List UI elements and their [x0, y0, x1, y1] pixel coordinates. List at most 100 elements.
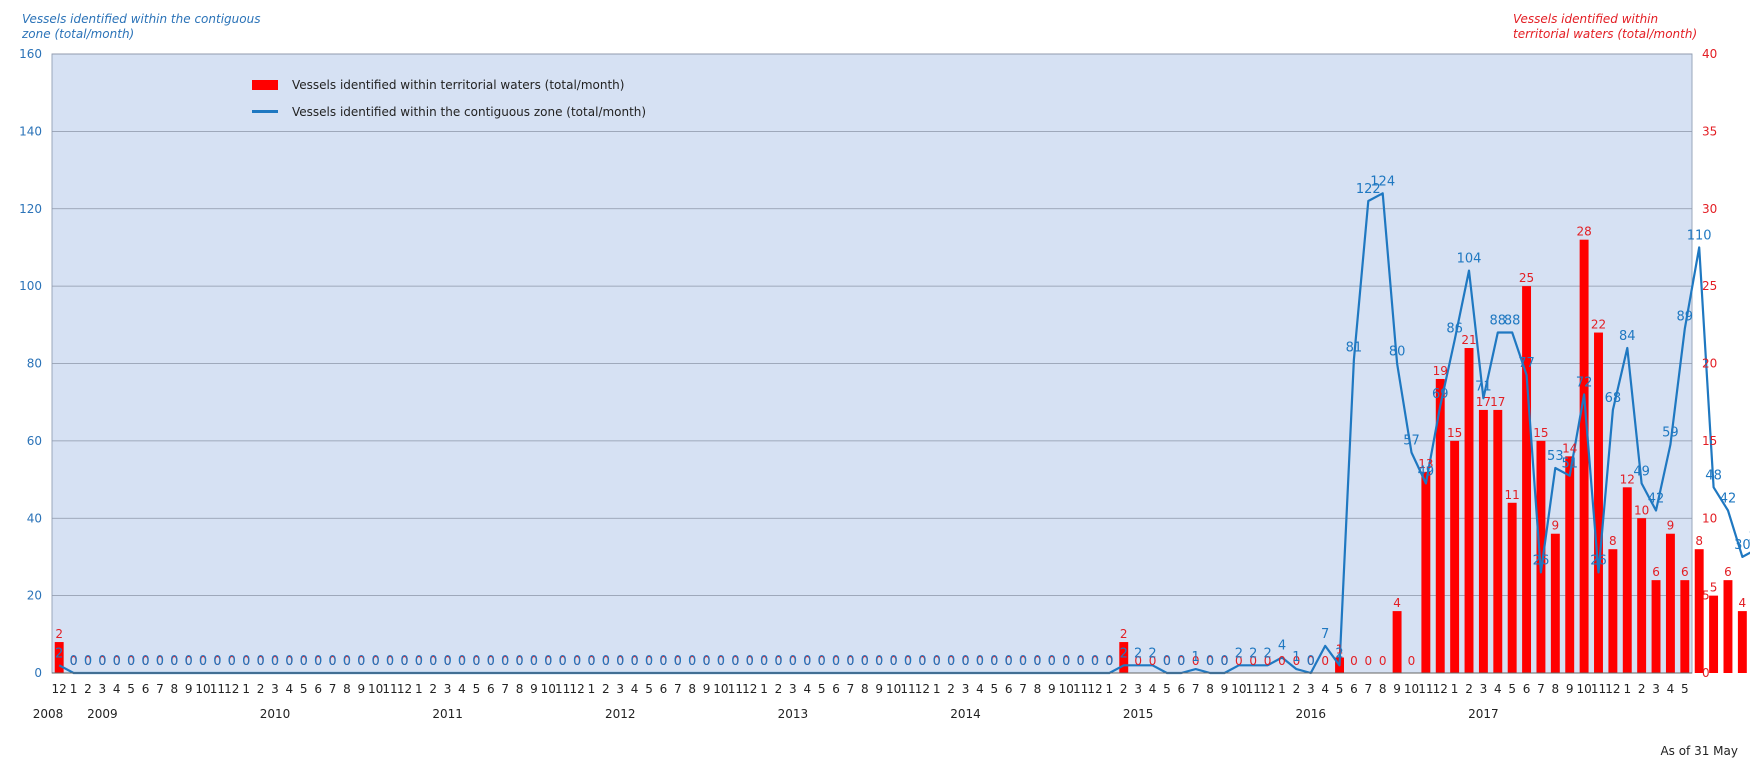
line-value-label: 69 — [1432, 387, 1449, 402]
month-tick-label: 12 — [1087, 682, 1102, 696]
line-value-label: 122 — [1356, 182, 1381, 197]
bar-value-label: 0 — [1192, 654, 1200, 668]
bar-value-label: 0 — [530, 654, 538, 668]
line-value-label: 0 — [717, 654, 725, 669]
line-value-label: 0 — [774, 654, 782, 669]
month-tick-label: 9 — [530, 682, 538, 696]
line-value-label: 0 — [731, 654, 739, 669]
month-tick-label: 4 — [631, 682, 639, 696]
month-tick-label: 3 — [616, 682, 624, 696]
month-tick-label: 1 — [1278, 682, 1286, 696]
month-tick-label: 11 — [728, 682, 743, 696]
bar-value-label: 0 — [674, 654, 682, 668]
month-tick-label: 3 — [1480, 682, 1488, 696]
bar-value-label: 0 — [746, 654, 754, 668]
line-value-label: 0 — [1091, 654, 1099, 669]
line-value-label: 0 — [429, 654, 437, 669]
right-axis-tick-label: 25 — [1702, 279, 1717, 293]
bar-value-label: 0 — [1077, 654, 1085, 668]
month-tick-label: 6 — [142, 682, 150, 696]
month-tick-label: 5 — [1681, 682, 1689, 696]
left-axis-tick-label: 80 — [27, 357, 42, 371]
line-value-label: 0 — [933, 654, 941, 669]
line-value-label: 0 — [818, 654, 826, 669]
line-value-label: 0 — [559, 654, 567, 669]
bar-value-label: 6 — [1724, 565, 1732, 579]
bar-value-label: 0 — [429, 654, 437, 668]
month-tick-label: 12 — [52, 682, 67, 696]
bar — [1435, 378, 1445, 673]
line-value-label: 48 — [1705, 468, 1722, 483]
bar-value-label: 0 — [501, 654, 509, 668]
bar-value-label: 0 — [760, 654, 768, 668]
line-value-label: 0 — [789, 654, 797, 669]
month-tick-label: 11 — [1418, 682, 1433, 696]
month-tick-label: 7 — [847, 682, 855, 696]
line-value-label: 0 — [1033, 654, 1041, 669]
month-tick-label: 8 — [343, 682, 351, 696]
bar-value-label: 13 — [1418, 457, 1433, 471]
bar-value-label: 0 — [1221, 654, 1229, 668]
month-tick-label: 10 — [1231, 682, 1246, 696]
bar-value-label: 0 — [1264, 654, 1272, 668]
right-axis-tick-label: 20 — [1702, 357, 1717, 371]
bar-value-label: 0 — [1206, 654, 1214, 668]
line-value-label: 0 — [803, 654, 811, 669]
month-tick-label: 7 — [1537, 682, 1545, 696]
bar-value-label: 0 — [99, 654, 107, 668]
month-tick-label: 2 — [257, 682, 265, 696]
bar-value-label: 0 — [1163, 654, 1171, 668]
line-value-label: 72 — [1576, 375, 1593, 390]
month-tick-label: 9 — [1393, 682, 1401, 696]
bar-value-label: 0 — [933, 654, 941, 668]
month-tick-label: 11 — [1591, 682, 1606, 696]
bar-value-label: 0 — [242, 654, 250, 668]
bar-value-label: 0 — [142, 654, 150, 668]
line-value-label: 26 — [1590, 553, 1607, 568]
left-axis-tick-label: 120 — [19, 202, 42, 216]
line-value-label: 0 — [918, 654, 926, 669]
year-tick-label: 2009 — [87, 707, 118, 721]
line-value-label: 57 — [1403, 433, 1420, 448]
line-value-label: 32 — [1748, 530, 1750, 545]
line-value-label: 0 — [372, 654, 380, 669]
right-axis-tick-label: 5 — [1702, 589, 1710, 603]
bar-value-label: 0 — [976, 654, 984, 668]
line-value-label: 1 — [1292, 650, 1300, 665]
bar-value-label: 0 — [257, 654, 265, 668]
bar-value-label: 17 — [1490, 395, 1505, 409]
line-value-label: 0 — [688, 654, 696, 669]
line-value-label: 0 — [530, 654, 538, 669]
month-tick-label: 2 — [1293, 682, 1301, 696]
line-value-label: 0 — [990, 654, 998, 669]
line-value-label: 0 — [314, 654, 322, 669]
line-value-label: 2 — [1249, 646, 1257, 661]
bar — [54, 642, 64, 673]
month-tick-label: 12 — [397, 682, 412, 696]
month-tick-label: 8 — [1552, 682, 1560, 696]
bar-value-label: 0 — [401, 654, 409, 668]
line-value-label: 0 — [472, 654, 480, 669]
bar — [1579, 239, 1589, 673]
month-tick-label: 5 — [1336, 682, 1344, 696]
month-tick-label: 3 — [962, 682, 970, 696]
bar-value-label: 0 — [544, 654, 552, 668]
bar — [1493, 409, 1503, 673]
month-tick-label: 10 — [1404, 682, 1419, 696]
right-axis-tick-label: 15 — [1702, 434, 1717, 448]
bar-series — [54, 239, 1747, 673]
line-value-label: 0 — [702, 654, 710, 669]
bar-value-label: 0 — [199, 654, 207, 668]
line-value-label: 0 — [889, 654, 897, 669]
bar-value-label: 0 — [170, 654, 178, 668]
bar-value-label: 0 — [214, 654, 222, 668]
month-tick-label: 2 — [775, 682, 783, 696]
line-value-label: 0 — [357, 654, 365, 669]
line-value-label: 42 — [1648, 492, 1665, 507]
line-value-label: 0 — [587, 654, 595, 669]
data-labels: 20 0 0 0 0 0 0 0 0 0 0 0 0 0 0 0 0 0 0 0 0 0 0 0 0 0 0 0 0 0 0 0 0 0 0 0 0 0 0… — [55, 174, 1750, 669]
bar-value-label: 0 — [803, 654, 811, 668]
month-tick-label: 4 — [458, 682, 466, 696]
line-value-label: 0 — [976, 654, 984, 669]
line-value-label: 0 — [443, 654, 451, 669]
